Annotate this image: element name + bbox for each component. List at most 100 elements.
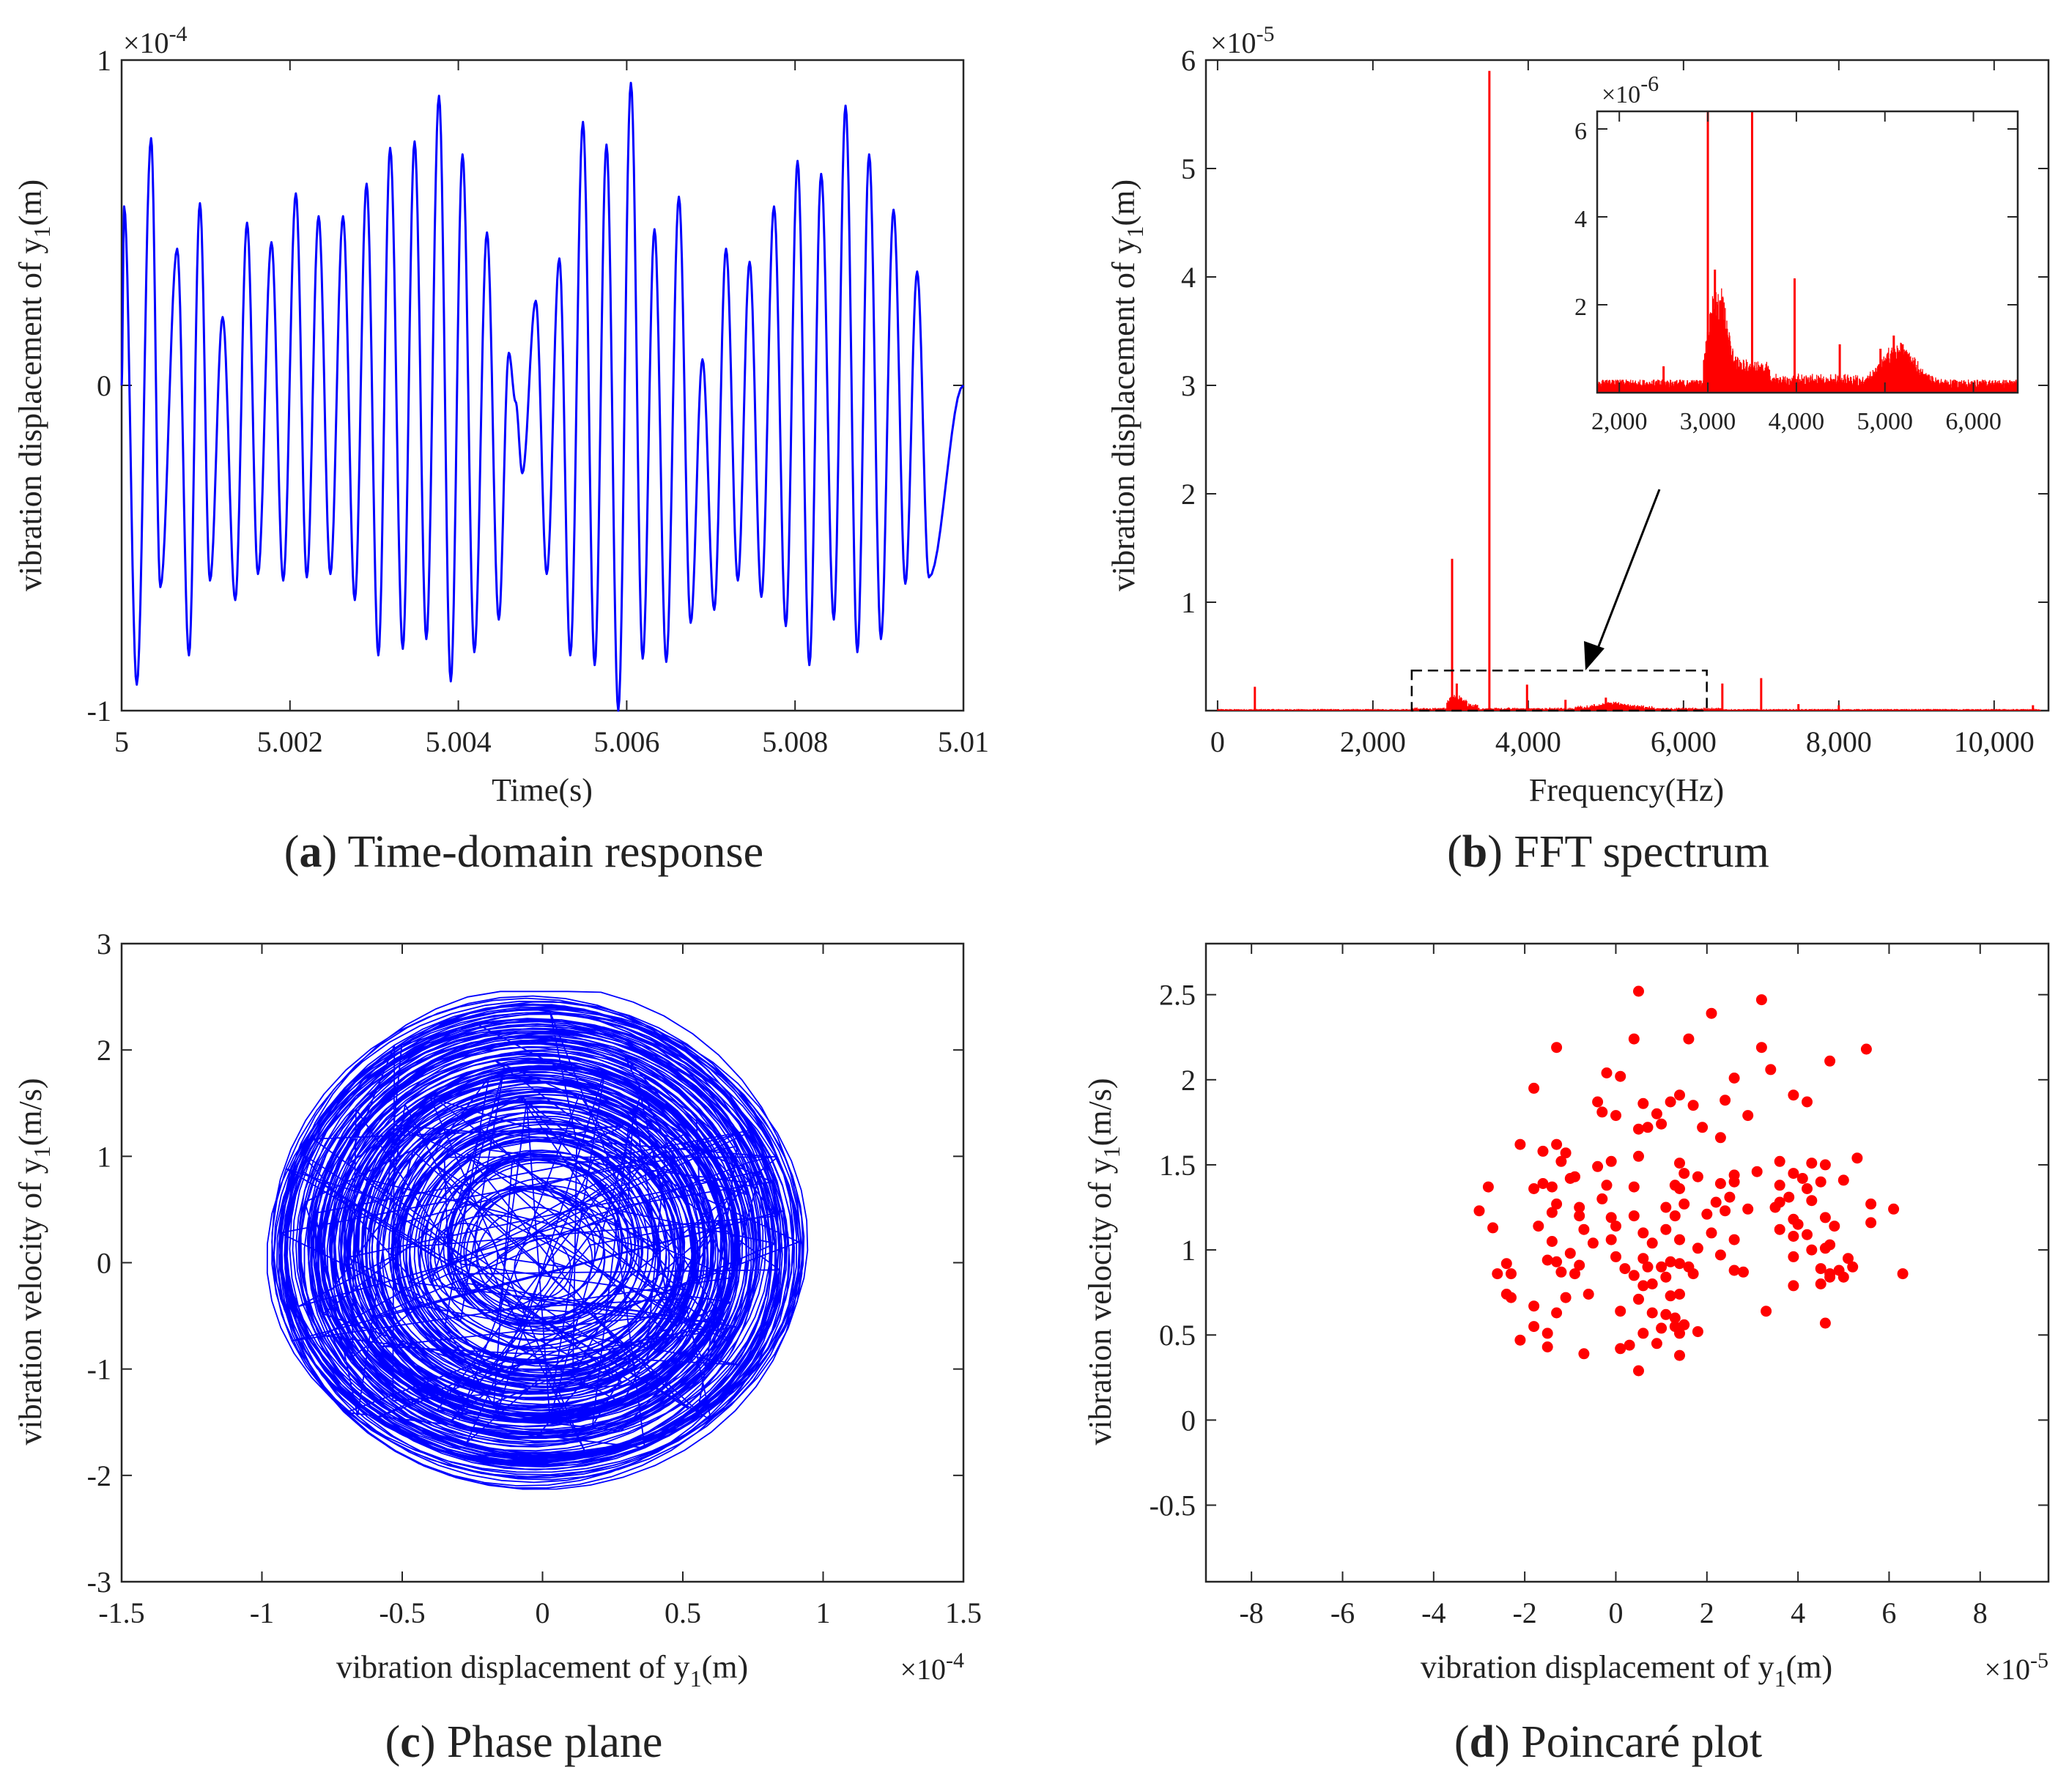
scatter-point — [1678, 1198, 1690, 1210]
scatter-point — [1765, 1064, 1777, 1075]
scatter-point — [1569, 1268, 1580, 1280]
x-axis-exponent: ×10-4 — [900, 1648, 964, 1686]
y-tick-label: 0 — [1181, 1404, 1196, 1437]
scatter-point — [1802, 1096, 1813, 1108]
scatter-point — [1815, 1176, 1826, 1188]
y-tick-label: 3 — [97, 928, 111, 960]
scatter-point — [1610, 1110, 1621, 1122]
x-tick-label: 5.01 — [938, 725, 989, 758]
scatter-point — [1819, 1159, 1831, 1171]
y-tick-label: 2 — [1574, 294, 1587, 321]
scatter-point — [1500, 1258, 1512, 1270]
scatter-point — [1714, 1132, 1726, 1144]
scatter-point — [1560, 1147, 1572, 1159]
y-tick-label: 1.5 — [1159, 1149, 1196, 1182]
scatter-point — [1728, 1234, 1740, 1245]
scatter-point — [1806, 1244, 1818, 1256]
scatter-point — [1555, 1155, 1567, 1167]
scatter-point — [1601, 1180, 1613, 1191]
y-tick-label: 1 — [97, 44, 111, 77]
scatter-point — [1678, 1168, 1690, 1180]
y-tick-label: 2 — [1181, 1064, 1196, 1097]
scatter-point — [1783, 1191, 1795, 1203]
x-tick-label: 2,000 — [1591, 408, 1648, 435]
scatter-point — [1665, 1290, 1676, 1302]
x-tick-label: -8 — [1239, 1596, 1263, 1629]
y-tick-label: 6 — [1181, 44, 1196, 77]
scatter-point — [1646, 1237, 1658, 1249]
scatter-point — [1692, 1243, 1703, 1254]
y-tick-label: -3 — [87, 1566, 111, 1599]
scatter-point — [1788, 1251, 1799, 1262]
scatter-point — [1610, 1221, 1621, 1232]
scatter-point — [1487, 1222, 1499, 1234]
x-axis-exponent: ×10-5 — [1984, 1648, 2048, 1686]
scatter-point — [1674, 1158, 1685, 1169]
y-axis-exponent: ×10-5 — [1210, 22, 1275, 59]
scatter-point — [1482, 1181, 1494, 1193]
y-tick-label: -0.5 — [1150, 1489, 1196, 1522]
scatter-point — [1633, 1150, 1644, 1162]
scatter-point — [1605, 1212, 1617, 1223]
x-tick-label: 6 — [1881, 1596, 1896, 1629]
scatter-point — [1674, 1289, 1685, 1300]
scatter-point — [1837, 1271, 1849, 1283]
x-tick-label: 5.006 — [593, 725, 659, 758]
phase-trajectory — [266, 991, 809, 1490]
scatter-point — [1637, 1097, 1649, 1109]
scatter-point — [1674, 1089, 1685, 1101]
scatter-point — [1592, 1160, 1604, 1172]
scatter-point — [1665, 1096, 1676, 1108]
scatter-point — [1514, 1334, 1526, 1346]
y-tick-label: 5 — [1181, 152, 1196, 185]
y-axis-label: vibration velocity of y1(m/s) — [12, 1078, 55, 1445]
y-tick-label: 4 — [1574, 206, 1587, 233]
scatter-point — [1683, 1033, 1695, 1045]
scatter-point — [1660, 1271, 1672, 1283]
scatter-point — [1628, 1033, 1640, 1045]
scatter-point — [1724, 1191, 1736, 1203]
chart-b-fft: 0 2,000 4,000 6,000 8,000 10,000 1 2 3 4 5 6 2,000 3,… — [1106, 22, 2050, 877]
scatter-point — [1802, 1183, 1813, 1194]
scatter-point — [1633, 1123, 1644, 1135]
x-tick-label: 5.002 — [257, 725, 323, 758]
y-tick-label: -1 — [87, 695, 111, 727]
scatter-point — [1551, 1198, 1563, 1210]
scatter-point — [1628, 1270, 1640, 1281]
scatter-point — [1633, 985, 1644, 997]
y-tick-label: -2 — [87, 1459, 111, 1492]
y-axis-label: vibration velocity of y1(m/s) — [1082, 1078, 1125, 1445]
scatter-point — [1628, 1181, 1640, 1193]
y-tick-label: 1 — [1181, 1234, 1196, 1267]
x-tick-label: 8,000 — [1806, 725, 1872, 758]
scatter-point — [1592, 1096, 1604, 1108]
y-tick-label: 0 — [97, 1247, 111, 1280]
scatter-point — [1728, 1265, 1740, 1276]
scatter-point — [1674, 1183, 1685, 1194]
scatter-point — [1796, 1173, 1808, 1184]
y-tick-label: 0 — [97, 369, 111, 402]
x-tick-label: -6 — [1330, 1596, 1355, 1629]
inset-background — [1597, 111, 2018, 393]
scatter-point — [1660, 1202, 1672, 1213]
scatter-point — [1851, 1152, 1863, 1164]
scatter-point — [1541, 1328, 1553, 1339]
scatter-point — [1665, 1256, 1676, 1267]
scatter-point — [1687, 1268, 1699, 1280]
scatter-point — [1774, 1155, 1785, 1167]
scatter-point — [1615, 1343, 1626, 1355]
scatter-point — [1792, 1218, 1804, 1230]
scatter-point — [1624, 1339, 1635, 1351]
scatter-point — [1738, 1266, 1749, 1278]
scatter-point — [1742, 1203, 1754, 1215]
scatter-point — [1774, 1223, 1785, 1235]
scatter-point — [1646, 1278, 1658, 1289]
scatter-point — [1802, 1229, 1813, 1240]
scatter-point — [1560, 1292, 1572, 1303]
scatter-point — [1806, 1195, 1818, 1207]
scatter-point — [1755, 994, 1767, 1006]
zoom-arrow — [1594, 489, 1661, 656]
x-tick-label: 8 — [1973, 1596, 1988, 1629]
scatter-point — [1824, 1271, 1836, 1283]
x-axis-label: Frequency(Hz) — [1529, 772, 1724, 808]
